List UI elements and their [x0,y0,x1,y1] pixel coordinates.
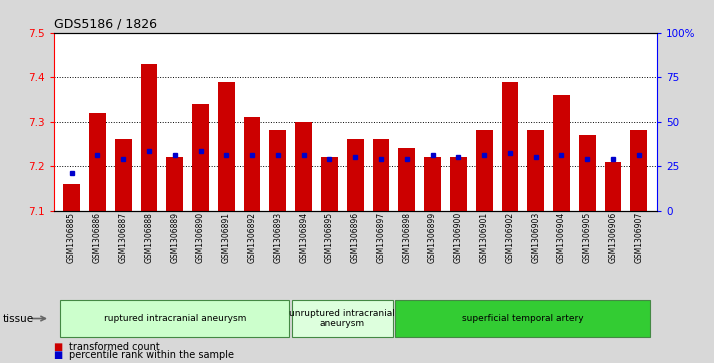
Bar [579,135,595,211]
Text: percentile rank within the sample: percentile rank within the sample [69,350,234,360]
Bar [373,139,389,211]
Bar [89,113,106,211]
Bar [501,82,518,211]
Text: ruptured intracranial aneurysm: ruptured intracranial aneurysm [104,314,246,323]
Bar [218,82,235,211]
Text: unruptured intracranial
aneurysm: unruptured intracranial aneurysm [289,309,396,328]
Bar [64,184,80,211]
Bar [141,64,157,211]
Bar [166,157,183,211]
Text: superficial temporal artery: superficial temporal artery [462,314,583,323]
Bar [115,139,131,211]
Bar [192,104,209,211]
Text: ■: ■ [54,342,63,352]
FancyBboxPatch shape [395,300,650,337]
Bar [398,148,415,211]
Bar [630,130,647,211]
Bar [605,162,621,211]
Bar [243,117,261,211]
Text: tissue: tissue [3,314,34,323]
Bar [424,157,441,211]
Bar [321,157,338,211]
Text: ■: ■ [54,350,63,360]
FancyBboxPatch shape [292,300,393,337]
FancyBboxPatch shape [60,300,289,337]
Bar [296,122,312,211]
Bar [553,95,570,211]
Bar [450,157,467,211]
Bar [269,130,286,211]
Text: transformed count: transformed count [69,342,160,352]
Bar [476,130,493,211]
Bar [347,139,363,211]
Text: GDS5186 / 1826: GDS5186 / 1826 [54,17,156,30]
Bar [528,130,544,211]
